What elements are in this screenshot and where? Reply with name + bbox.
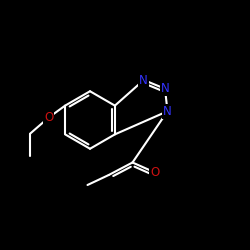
Text: N: N bbox=[140, 74, 148, 86]
Text: O: O bbox=[44, 111, 54, 124]
Text: N: N bbox=[163, 105, 172, 118]
Text: N: N bbox=[160, 82, 170, 95]
Text: O: O bbox=[150, 166, 160, 179]
